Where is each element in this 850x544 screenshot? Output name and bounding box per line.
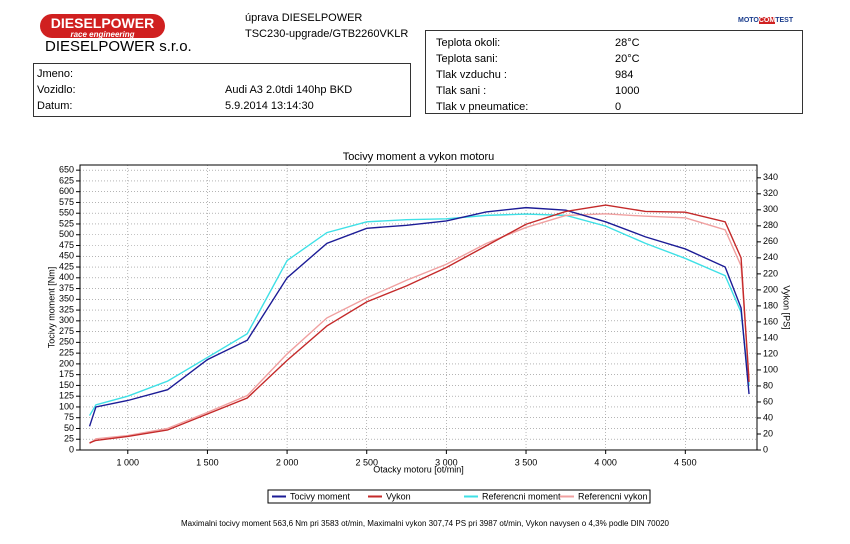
legend-box xyxy=(267,489,651,504)
y-tick-label: 500 xyxy=(59,229,74,239)
y2-tick-label: 0 xyxy=(763,444,768,454)
y-tick-label: 575 xyxy=(59,197,74,207)
y-tick-label: 0 xyxy=(69,444,74,454)
field-label: Jmeno: xyxy=(37,68,74,80)
field-value: 0 xyxy=(615,101,622,113)
x-axis-label: Otacky motoru [ot/min] xyxy=(373,464,464,474)
series-line xyxy=(89,213,750,445)
y2-tick-label: 100 xyxy=(763,364,778,374)
field-value: 20°C xyxy=(615,53,640,65)
badge: MOTOCOMTEST xyxy=(738,17,793,24)
field-value: 28°C xyxy=(615,37,640,49)
y-tick-label: 450 xyxy=(59,251,74,261)
conditions-box xyxy=(425,30,803,114)
x-tick-label: 4 500 xyxy=(674,457,697,467)
y2-tick-label: 20 xyxy=(763,428,773,438)
legend-label: Referencni moment xyxy=(482,491,561,501)
y2-tick-label: 180 xyxy=(763,300,778,310)
footer: Maximalni tocivy moment 563,6 Nm pri 358… xyxy=(181,519,669,528)
y2-tick-label: 160 xyxy=(763,316,778,326)
y-tick-label: 475 xyxy=(59,240,74,250)
field-label: Tlak vzduchu : xyxy=(436,69,507,81)
x-tick-label: 2 500 xyxy=(355,457,378,467)
field-label: Teplota sani: xyxy=(436,53,498,65)
x-tick-label: 4 000 xyxy=(594,457,617,467)
y2-tick-label: 300 xyxy=(763,204,778,214)
y-tick-label: 350 xyxy=(59,294,74,304)
y2-tick-label: 80 xyxy=(763,380,773,390)
y-tick-label: 550 xyxy=(59,208,74,218)
y-tick-label: 325 xyxy=(59,304,74,314)
y2-tick-label: 240 xyxy=(763,252,778,262)
field-label: Vozidlo: xyxy=(37,84,76,96)
badge-part: MOTO xyxy=(738,17,759,24)
y-tick-label: 375 xyxy=(59,283,74,293)
y-tick-label: 75 xyxy=(64,412,74,422)
y-tick-label: 25 xyxy=(64,434,74,444)
y-tick-label: 50 xyxy=(64,423,74,433)
y2-tick-label: 340 xyxy=(763,172,778,182)
y-tick-label: 650 xyxy=(59,165,74,175)
y-axis-label: Tocivy moment [Nm] xyxy=(46,267,56,349)
legend-label: Tocivy moment xyxy=(290,491,351,501)
x-tick-label: 3 500 xyxy=(515,457,538,467)
legend-label: Referencni vykon xyxy=(578,491,648,501)
y-tick-label: 150 xyxy=(59,380,74,390)
badge-part: COM xyxy=(758,17,776,24)
field-label: Teplota okoli: xyxy=(436,37,501,49)
field-label: Tlak sani : xyxy=(436,85,487,97)
y-tick-label: 425 xyxy=(59,261,74,271)
company: DIESELPOWER s.r.o. xyxy=(45,38,192,55)
x-tick-label: 1 000 xyxy=(117,457,140,467)
y2-tick-label: 120 xyxy=(763,348,778,358)
field-value: 984 xyxy=(615,69,634,81)
x-tick-label: 2 000 xyxy=(276,457,299,467)
x-tick-label: 3 000 xyxy=(435,457,458,467)
field-value: Audi A3 2.0tdi 140hp BKD xyxy=(225,84,353,96)
plot-frame xyxy=(79,164,758,451)
vehicle-box xyxy=(33,63,411,117)
y2-tick-label: 220 xyxy=(763,268,778,278)
logo: DIESELPOWER race engineering xyxy=(40,14,165,39)
field-value: 1000 xyxy=(615,85,640,97)
y2-tick-label: 200 xyxy=(763,284,778,294)
logo-text: DIESELPOWER xyxy=(50,15,155,31)
series-line xyxy=(89,204,750,444)
y-tick-label: 300 xyxy=(59,315,74,325)
y-tick-label: 525 xyxy=(59,218,74,228)
series-line xyxy=(88,213,750,416)
y2-axis-label: Vykon [PS] xyxy=(782,285,792,329)
y2-tick-label: 280 xyxy=(763,220,778,230)
y-tick-label: 600 xyxy=(59,186,74,196)
y2-tick-label: 40 xyxy=(763,412,773,422)
y-tick-label: 100 xyxy=(59,401,74,411)
y-tick-label: 275 xyxy=(59,326,74,336)
badge-part: TEST xyxy=(775,17,794,24)
y2-tick-label: 140 xyxy=(763,332,778,342)
y-tick-label: 125 xyxy=(59,391,74,401)
y-tick-label: 175 xyxy=(59,369,74,379)
y2-tick-label: 60 xyxy=(763,396,773,406)
y-tick-label: 200 xyxy=(59,358,74,368)
field-value: 5.9.2014 13:14:30 xyxy=(225,100,314,112)
header-line: TSC230-upgrade/GTB2260VKLR xyxy=(245,28,409,40)
field-label: Datum: xyxy=(37,100,73,112)
chart-title: Tocivy moment a vykon motoru xyxy=(343,151,495,163)
legend-label: Vykon xyxy=(386,491,411,501)
y-tick-label: 250 xyxy=(59,337,74,347)
y-tick-label: 400 xyxy=(59,272,74,282)
y-tick-label: 625 xyxy=(59,175,74,185)
x-tick-label: 1 500 xyxy=(196,457,219,467)
header-line: úprava DIESELPOWER xyxy=(245,12,363,24)
field-label: Tlak v pneumatice: xyxy=(436,101,529,113)
series-line xyxy=(88,206,750,427)
y2-tick-label: 260 xyxy=(763,236,778,246)
y2-tick-label: 320 xyxy=(763,188,778,198)
logo-sub: race engineering xyxy=(70,30,135,39)
y-tick-label: 225 xyxy=(59,348,74,358)
